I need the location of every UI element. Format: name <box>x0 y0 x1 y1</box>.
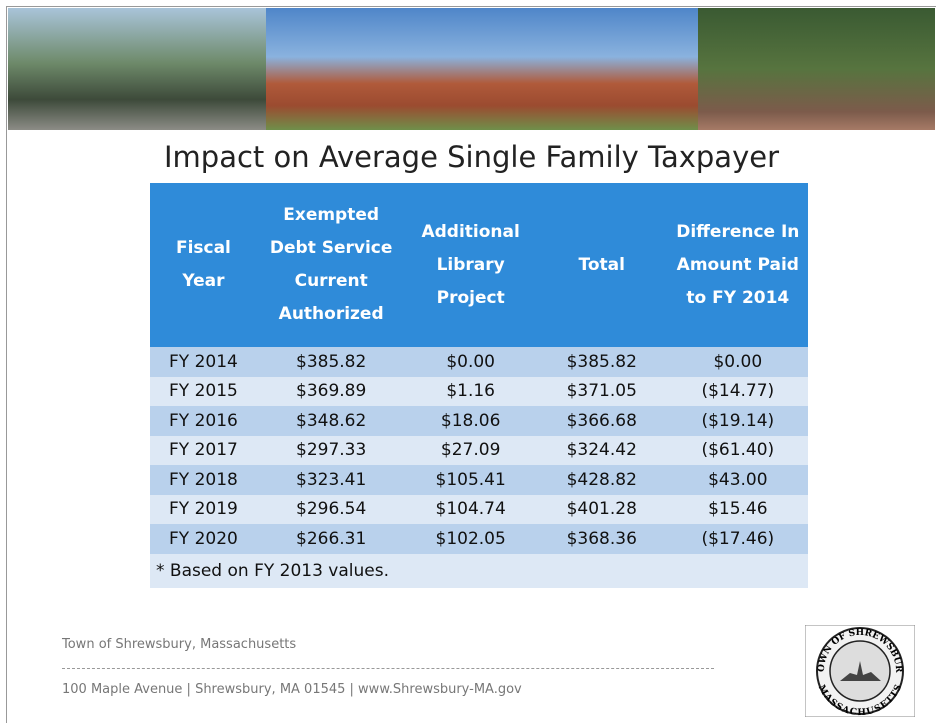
table-row: FY 2016 $348.62 $18.06 $366.68 ($19.14) <box>150 406 808 436</box>
table-cell: $401.28 <box>535 494 668 524</box>
table-cell: $385.82 <box>535 347 668 377</box>
table-cell: $0.00 <box>405 347 536 377</box>
table-cell: ($61.40) <box>667 435 808 465</box>
footnote: * Based on FY 2013 values. <box>150 553 808 588</box>
header-row: Fiscal Year Exempted Debt Service Current… <box>150 183 808 347</box>
table-cell: FY 2017 <box>150 435 257 465</box>
table-cell: $27.09 <box>405 435 536 465</box>
table-row: FY 2020 $266.31 $102.05 $368.36 ($17.46) <box>150 524 808 554</box>
column-header: Additional Library Project <box>405 183 536 347</box>
table-cell: $368.36 <box>535 524 668 554</box>
table-cell: $366.68 <box>535 406 668 436</box>
table-body: FY 2014 $385.82 $0.00 $385.82 $0.00 FY 2015 $3… <box>150 347 808 588</box>
table-cell: $105.41 <box>405 465 536 495</box>
table-cell: ($14.77) <box>667 376 808 406</box>
table-cell: $348.62 <box>256 406 406 436</box>
table-cell: ($17.46) <box>667 524 808 554</box>
building-photo <box>266 8 698 130</box>
table-cell: $0.00 <box>667 347 808 377</box>
table-cell: FY 2019 <box>150 494 257 524</box>
table-cell: FY 2018 <box>150 465 257 495</box>
table-cell: $102.05 <box>405 524 536 554</box>
table-cell: $323.41 <box>256 465 406 495</box>
table-cell: $428.82 <box>535 465 668 495</box>
table-cell: $266.31 <box>256 524 406 554</box>
footer-town: Town of Shrewsbury, Massachusetts <box>62 637 297 652</box>
column-header: Difference In Amount Paid to FY 2014 <box>667 183 808 347</box>
table-row: FY 2018 $323.41 $105.41 $428.82 $43.00 <box>150 465 808 495</box>
monument-photo <box>698 8 935 130</box>
photo-banner <box>8 8 935 130</box>
seal-emblem <box>840 661 881 681</box>
footer-address: 100 Maple Avenue | Shrewsbury, MA 01545 … <box>62 682 522 697</box>
footnote-row: * Based on FY 2013 values. <box>150 553 808 588</box>
table-cell: $15.46 <box>667 494 808 524</box>
table-cell: FY 2016 <box>150 406 257 436</box>
table-cell: FY 2020 <box>150 524 257 554</box>
table-row: FY 2017 $297.33 $27.09 $324.42 ($61.40) <box>150 435 808 465</box>
table-cell: $296.54 <box>256 494 406 524</box>
table-row: FY 2015 $369.89 $1.16 $371.05 ($14.77) <box>150 376 808 406</box>
column-header: Exempted Debt Service Current Authorized <box>256 183 406 347</box>
column-header: Fiscal Year <box>150 183 257 347</box>
table-cell: FY 2014 <box>150 347 257 377</box>
table-cell: $297.33 <box>256 435 406 465</box>
table-cell: $18.06 <box>405 406 536 436</box>
table-row: FY 2019 $296.54 $104.74 $401.28 $15.46 <box>150 494 808 524</box>
column-header: Total <box>535 183 668 347</box>
table-cell: $324.42 <box>535 435 668 465</box>
table-cell: $371.05 <box>535 376 668 406</box>
table-cell: $369.89 <box>256 376 406 406</box>
table-cell: ($19.14) <box>667 406 808 436</box>
table-row: FY 2014 $385.82 $0.00 $385.82 $0.00 <box>150 347 808 377</box>
table-cell: $385.82 <box>256 347 406 377</box>
street-photo <box>8 8 266 130</box>
slide-frame <box>6 6 936 723</box>
town-seal: TOWN OF SHREWSBURY MASSACHUSETTS <box>805 625 915 717</box>
tax-table: Fiscal Year Exempted Debt Service Current… <box>150 183 808 588</box>
table-cell: $43.00 <box>667 465 808 495</box>
table-cell: $1.16 <box>405 376 536 406</box>
slide-title: Impact on Average Single Family Taxpayer <box>163 140 780 174</box>
table-cell: FY 2015 <box>150 376 257 406</box>
table-cell: $104.74 <box>405 494 536 524</box>
footer-divider <box>62 668 714 669</box>
